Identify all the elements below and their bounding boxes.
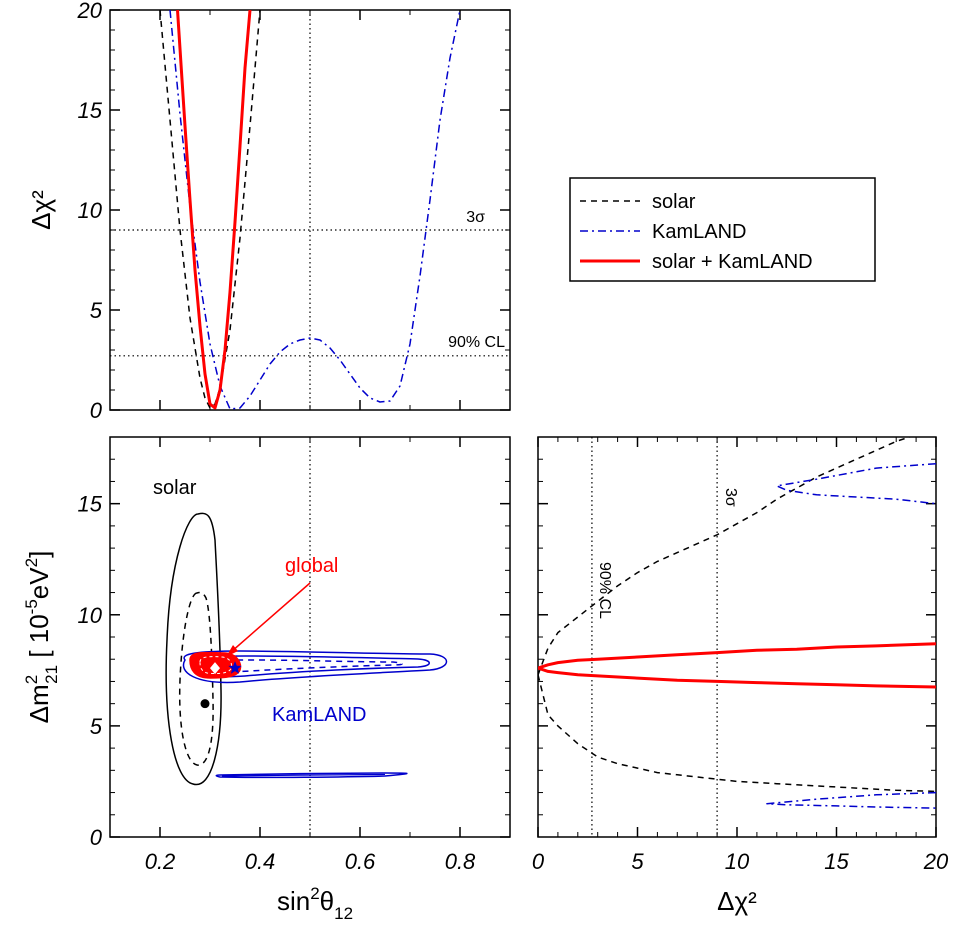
ylabel-sup: 2 [22,675,41,684]
xlabel-theta: θ [320,886,334,916]
top-ytick-label-4: 20 [77,0,103,23]
kamland-annotation: KamLAND [272,704,366,726]
global-arrow [230,582,311,653]
global-best-fit-marker [210,662,220,675]
main-xtick-label-3: 0.8 [445,849,476,874]
main-ytick-label-1: 5 [90,714,103,739]
legend-label-kamland: KamLAND [652,221,746,243]
top-3sigma-label: 3σ [466,209,485,226]
kamland-contour-dashed [204,659,403,673]
top-ytick-label-3: 15 [78,98,103,123]
global-arrow-head [226,645,238,657]
top-reference-lines [110,10,510,410]
ylabel-close: ] [24,551,54,558]
kamland-contour-90cl-solid [193,655,430,678]
right-series-solar-kamland-lower [538,666,936,689]
legend-label-combined: solar + KamLAND [652,251,813,273]
legend-frame [569,177,876,282]
right-xtick-label-3: 15 [824,849,849,874]
right-series-solar-lower [538,674,936,793]
right-90cl-label: 90% CL [596,562,613,619]
kamland-contour-3sigma [182,650,448,684]
top-series [159,10,461,410]
top-y-axis-title: Δχ² [26,190,56,230]
right-x-axis-title: Δχ² [717,886,757,916]
main-x-axis-title: sin2θ12 [277,884,353,923]
xlabel-sup: 2 [310,884,319,903]
main-panel: 0.2 0.4 0.6 0.8 0 5 10 15 [22,436,511,923]
main-contours [165,437,448,837]
legend-label-solar: solar [652,191,696,213]
ylabel-dm: Δm [24,684,54,723]
top-ytick-label-0: 0 [90,398,103,423]
top-ytick-label-1: 5 [90,298,103,323]
right-series [538,437,936,809]
main-ytick-label-2: 10 [78,603,103,628]
right-panel: 0 5 10 15 20 90% CL 3σ Δχ² [532,436,949,916]
kamland-best-fit-marker [228,661,242,674]
top-series-solar [159,10,261,409]
solar-annotation: solar [153,477,197,499]
right-series-kamland-upper-island [776,462,936,505]
right-series-solar-kamland-upper [538,642,936,670]
global-contour-90cl [199,656,232,675]
right-ticks: 0 5 10 15 20 [532,437,949,874]
right-xtick-label-0: 0 [532,849,545,874]
right-reference-lines [591,437,718,837]
main-xtick-label-0: 0.2 [145,849,176,874]
right-xtick-label-2: 10 [725,849,750,874]
ylabel-exp: -5 [22,599,41,614]
solar-contour-3sigma [165,512,222,786]
right-series-solar-upper [538,437,912,676]
main-ytick-label-3: 15 [78,492,103,517]
legend: solar KamLAND solar + KamLAND [569,177,876,282]
global-annotation: global [285,555,338,577]
kamland-contour-lower-island-inner [221,773,386,777]
main-ticks: 0.2 0.4 0.6 0.8 0 5 10 15 [78,437,511,874]
top-90cl-label: 90% CL [448,334,505,351]
top-ticks: 0 5 10 15 20 [77,0,511,423]
main-y-axis-title: Δm221 [ 10-5eV2] [22,551,61,724]
main-ytick-label-0: 0 [90,825,103,850]
ylabel-sub: 21 [42,665,61,684]
top-ytick-label-2: 10 [78,198,103,223]
xlabel-sub: 12 [334,904,353,923]
ylabel-unit: [ 10 [24,614,54,665]
solar-best-fit-marker [200,699,210,709]
kamland-contour-lower-island [215,772,408,779]
right-xtick-label-1: 5 [631,849,644,874]
top-series-kamland [169,10,461,410]
ylabel-ev: eV [24,567,54,599]
top-series-solar-kamland [176,10,252,410]
ylabel-ev-sup: 2 [22,558,41,567]
solar-contour-90cl [178,591,214,766]
right-series-kamland-lower-island [766,791,936,809]
right-xtick-label-4: 20 [923,849,949,874]
main-xtick-label-1: 0.4 [245,849,276,874]
main-xtick-label-2: 0.6 [345,849,376,874]
top-panel: 0 5 10 15 20 90% CL 3σ Δχ² [26,0,511,423]
right-3sigma-label: 3σ [722,488,739,507]
xlabel-sin: sin [277,886,310,916]
